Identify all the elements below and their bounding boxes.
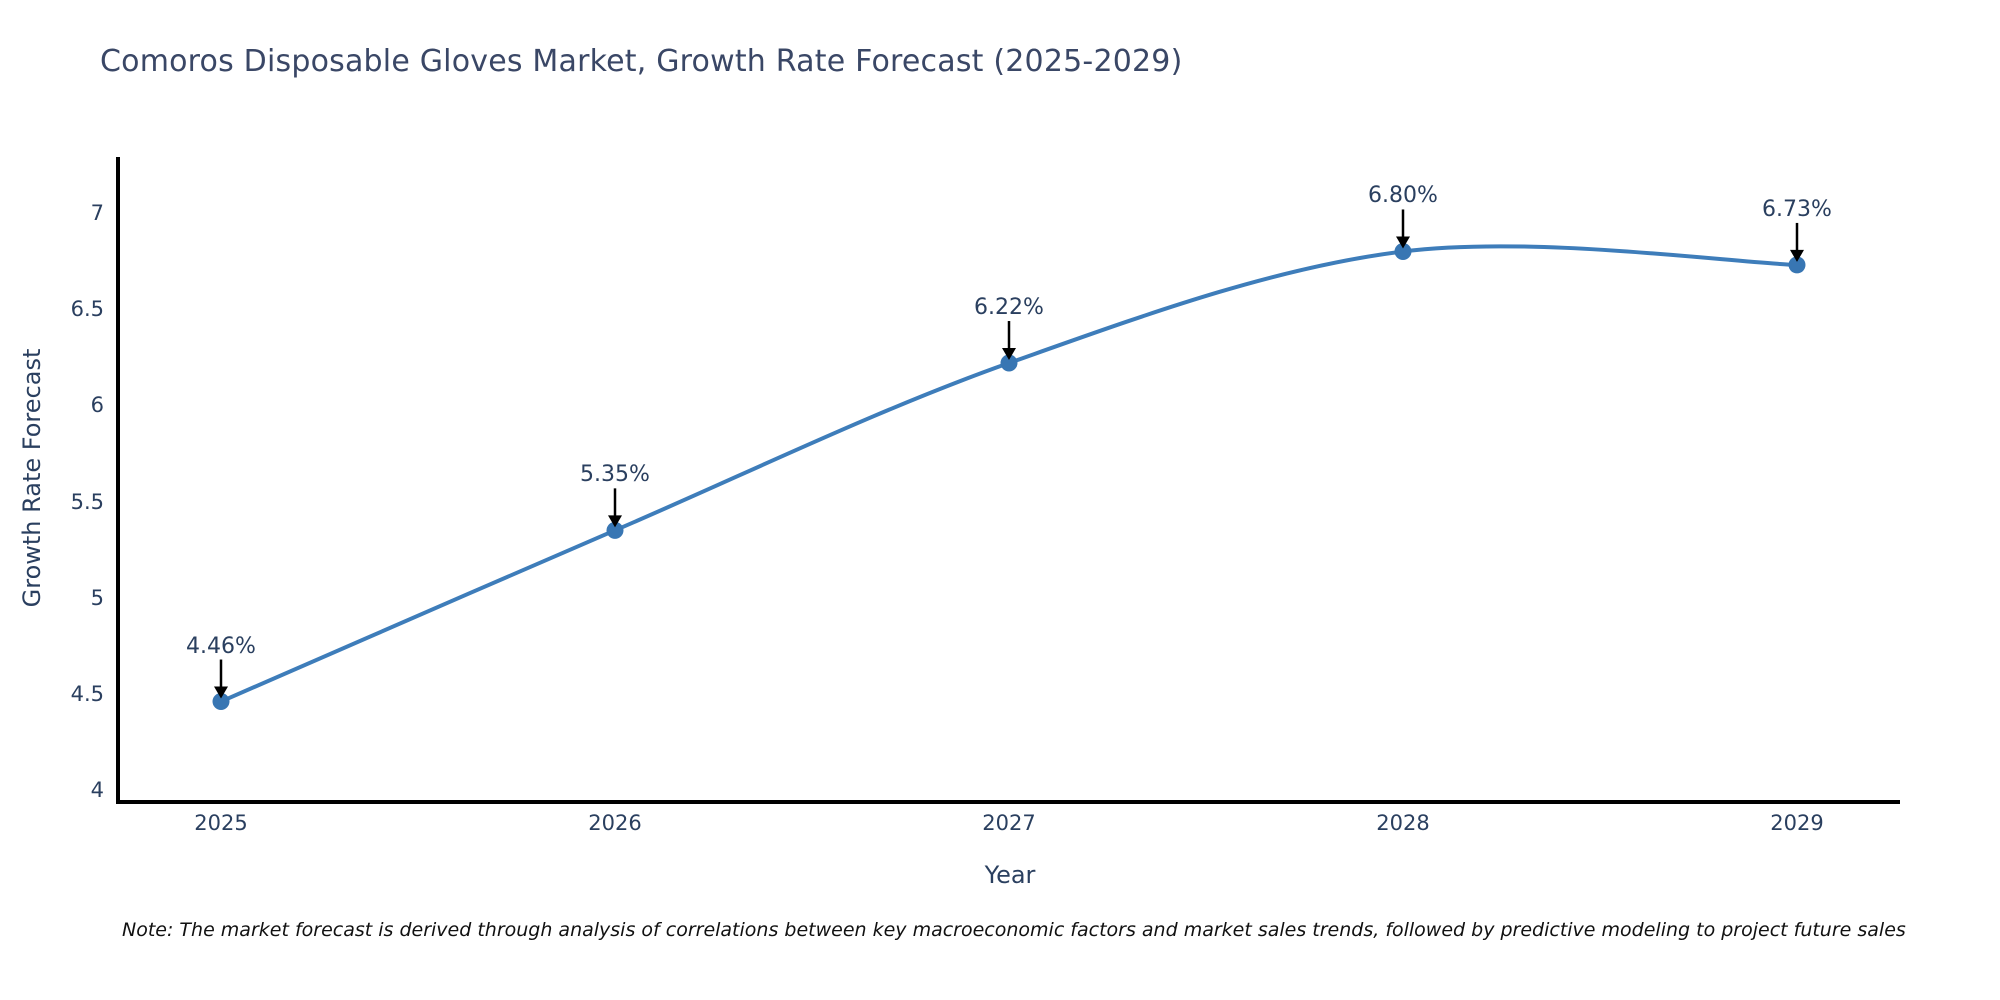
y-tick-label: 4.5 <box>70 681 104 706</box>
annotation-arrow-head <box>1002 348 1016 361</box>
x-axis-title: Year <box>984 861 1036 889</box>
data-point-marker <box>1788 256 1806 274</box>
y-tick-label: 6.5 <box>70 297 104 322</box>
x-tick-label: 2025 <box>194 811 248 835</box>
data-point-label: 6.80% <box>1368 183 1438 209</box>
data-point-marker <box>212 693 230 711</box>
data-point-label: 6.73% <box>1762 196 1832 222</box>
data-point-label: 4.46% <box>186 633 256 659</box>
footnote: Note: The market forecast is derived thr… <box>122 919 1906 941</box>
annotation-arrow-head <box>214 686 228 699</box>
data-point-label: 6.22% <box>974 295 1044 321</box>
data-point-marker <box>606 521 624 539</box>
annotation-arrow-head <box>1790 249 1804 262</box>
x-tick-label: 2026 <box>588 811 642 835</box>
annotation-arrow-head <box>608 515 622 528</box>
y-tick-label: 5.5 <box>70 489 104 514</box>
y-tick-label: 5 <box>90 585 104 610</box>
data-point-marker <box>1394 242 1412 260</box>
annotation-arrow-head <box>1396 236 1410 249</box>
x-tick-label: 2029 <box>1770 811 1824 835</box>
y-tick-label: 7 <box>90 201 104 225</box>
data-point-label: 5.35% <box>580 462 650 488</box>
y-tick-label: 4 <box>90 778 104 802</box>
chart-title: Comoros Disposable Gloves Market, Growth… <box>100 44 1183 79</box>
y-tick-label: 6 <box>90 393 104 418</box>
x-tick-label: 2028 <box>1376 811 1430 835</box>
x-tick-label: 2027 <box>982 811 1036 835</box>
data-point-marker <box>1000 354 1018 372</box>
